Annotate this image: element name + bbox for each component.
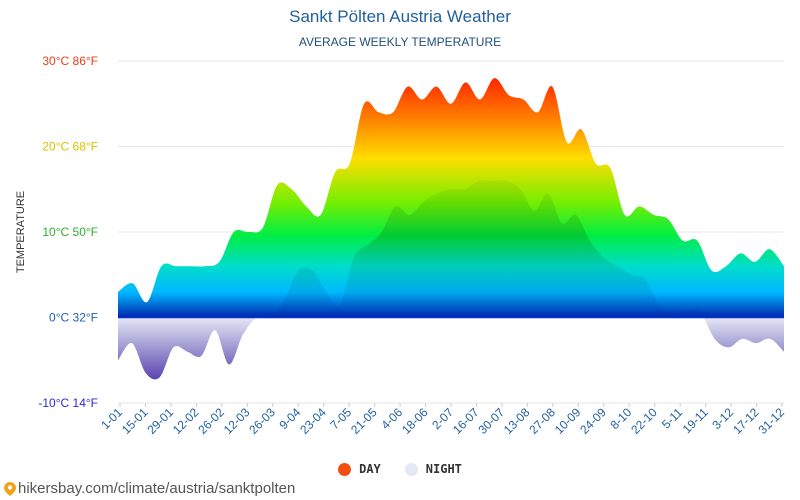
map-pin-icon (4, 481, 16, 496)
y-axis-label: TEMPERATURE (15, 191, 27, 273)
chart-legend: DAY NIGHT (0, 462, 800, 476)
legend-night-label: NIGHT (425, 462, 462, 476)
x-tick-label: 12-02 (170, 405, 202, 437)
y-tick-label: 30°C 86°F (42, 54, 98, 68)
x-tick-label: 16-07 (450, 405, 482, 437)
x-tick-label: 18-06 (399, 405, 431, 437)
x-tick-label: 24-09 (577, 405, 609, 437)
weather-chart: 30°C 86°F 20°C 68°F 10°C 50°F 0°C 32°F -10°C… (15, 54, 788, 437)
x-tick-label: 22-10 (628, 405, 660, 437)
y-tick-label: 20°C 68°F (42, 140, 98, 154)
source-text: hikersbay.com/climate/austria/sanktpolte… (18, 480, 296, 497)
x-tick-label: 21-05 (348, 405, 380, 437)
x-tick-label: 23-04 (297, 405, 329, 437)
legend-item-night[interactable]: NIGHT (404, 462, 462, 476)
legend-item-day[interactable]: DAY (338, 462, 381, 476)
x-tick-label: 27-08 (526, 405, 558, 437)
source-link[interactable]: hikersbay.com/climate/austria/sanktpolte… (4, 480, 295, 497)
x-tick-label: 31-12 (756, 405, 788, 437)
day-swatch (338, 462, 352, 476)
x-tick-label: 12-03 (221, 405, 253, 437)
x-tick-label: 17-12 (730, 405, 762, 437)
legend-day-label: DAY (359, 462, 381, 476)
night-area-below-zero (118, 318, 784, 380)
night-area-above-zero (118, 180, 784, 318)
x-tick-label: 29-01 (144, 405, 176, 437)
y-tick-label: -10°C 14°F (38, 396, 98, 410)
night-swatch (404, 462, 418, 476)
y-tick-label: 0°C 32°F (49, 311, 98, 325)
x-tick-label: 13-08 (501, 405, 533, 437)
chart-title: Sankt Pölten Austria Weather (289, 7, 511, 26)
x-tick-label: 19-11 (680, 405, 711, 436)
x-tick-label: 15-01 (119, 405, 151, 437)
chart-subtitle: AVERAGE WEEKLY TEMPERATURE (298, 35, 502, 49)
x-tick-label: 26-03 (246, 405, 278, 437)
x-tick-label: 30-07 (475, 405, 507, 437)
x-tick-label: 10-09 (552, 405, 584, 437)
y-tick-label: 10°C 50°F (42, 225, 98, 239)
x-tick-label: 26-02 (195, 405, 227, 437)
